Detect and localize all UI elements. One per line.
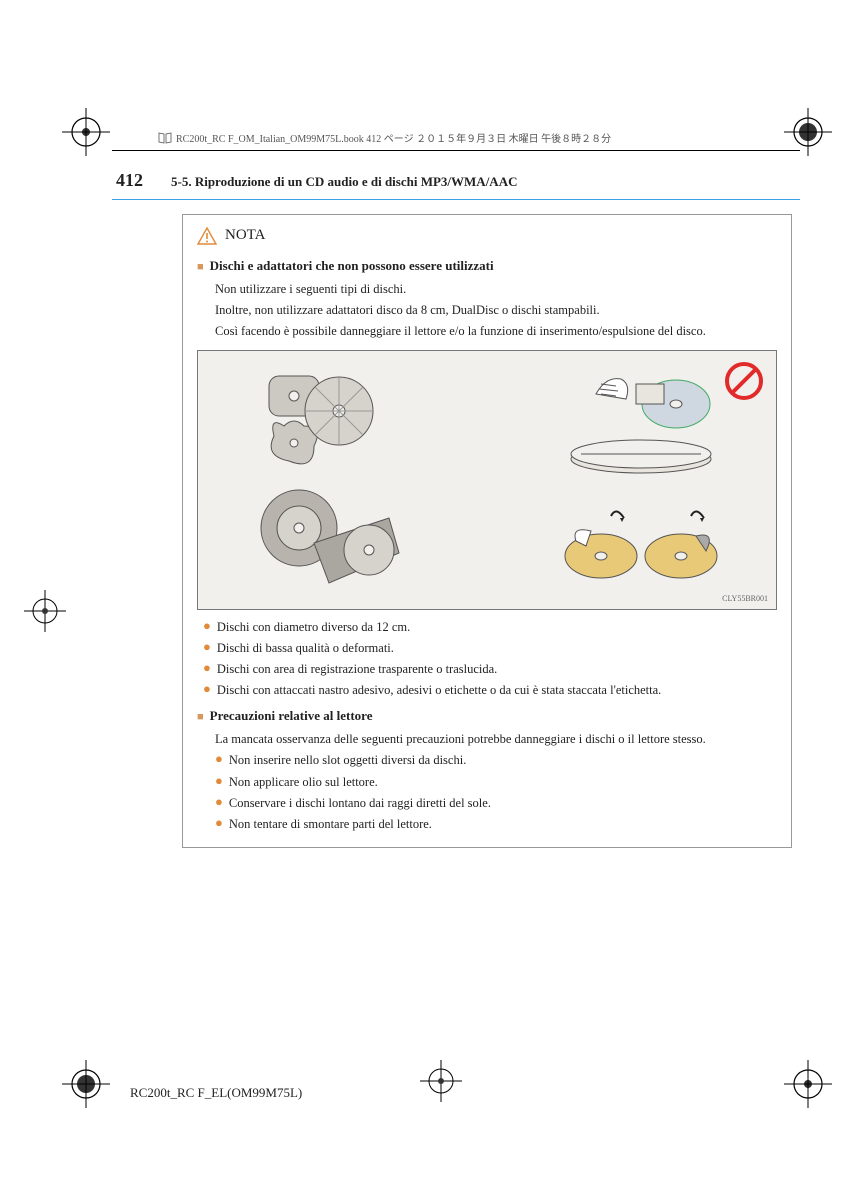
crop-mark-tr <box>784 108 832 156</box>
page-content: 412 5-5. Riproduzione di un CD audio e d… <box>112 170 800 848</box>
section-title: 5-5. Riproduzione di un CD audio e di di… <box>171 174 517 190</box>
bullet-icon: ● <box>215 773 223 791</box>
page-number: 412 <box>116 170 143 191</box>
bullet-1-2: ● Dischi di bassa qualità o deformati. <box>203 639 777 657</box>
header-text: RC200t_RC F_OM_Italian_OM99M75L.book 412… <box>176 130 611 145</box>
subhead-1-text: Dischi e adattatori che non possono esse… <box>210 257 494 276</box>
s2-p1: La mancata osservanza delle seguenti pre… <box>215 730 777 748</box>
bullet-icon: ● <box>203 639 211 657</box>
bullet-icon: ● <box>215 794 223 812</box>
bullet-icon: ● <box>215 815 223 833</box>
odd-shape-discs-icon <box>259 371 409 471</box>
bullet-1-3: ● Dischi con area di registrazione traspa… <box>203 660 777 678</box>
nota-box: NOTA ■ Dischi e adattatori che non posso… <box>182 214 792 848</box>
peeling-label-icon <box>556 506 726 586</box>
square-bullet-icon: ■ <box>197 262 204 273</box>
crop-mark-tl <box>62 108 110 156</box>
print-header: RC200t_RC F_OM_Italian_OM99M75L.book 412… <box>158 130 611 145</box>
bullet-2-3: ● Conservare i dischi lontano dai raggi d… <box>215 794 777 812</box>
bullet-2-2: ● Non applicare olio sul lettore. <box>215 773 777 791</box>
bullet-icon: ● <box>203 681 211 699</box>
figure-column-left <box>210 363 457 597</box>
subhead-2: ■ Precauzioni relative al lettore <box>197 707 777 726</box>
bullet-1-1-text: Dischi con diametro diverso da 12 cm. <box>217 618 777 636</box>
warning-triangle-icon <box>197 227 217 245</box>
bullet-2-2-text: Non applicare olio sul lettore. <box>229 773 777 791</box>
bullet-1-4-text: Dischi con attaccati nastro adesivo, ade… <box>217 681 777 699</box>
page-header-row: 412 5-5. Riproduzione di un CD audio e d… <box>112 170 800 197</box>
disc-adapters-icon <box>259 488 409 588</box>
nota-header: NOTA <box>197 225 777 247</box>
crop-mark-mb <box>420 1060 462 1102</box>
bullet-2-3-text: Conservare i dischi lontano dai raggi di… <box>229 794 777 812</box>
crop-mark-br <box>784 1060 832 1108</box>
s1-p2: Inoltre, non utilizzare adattatori disco… <box>215 301 777 319</box>
book-icon <box>158 132 172 144</box>
crop-mark-bl <box>62 1060 110 1108</box>
bullet-icon: ● <box>203 660 211 678</box>
bullet-1-1: ● Dischi con diametro diverso da 12 cm. <box>203 618 777 636</box>
prohibit-icon <box>724 361 764 401</box>
bullet-1-3-text: Dischi con area di registrazione traspar… <box>217 660 777 678</box>
labeled-disc-icon <box>556 374 726 484</box>
figure-unsupported-discs: CLY55BR001 <box>197 350 777 610</box>
bullet-2-1: ● Non inserire nello slot oggetti diversi… <box>215 751 777 769</box>
blue-rule <box>112 199 800 200</box>
subhead-1: ■ Dischi e adattatori che non possono es… <box>197 257 777 276</box>
s1-p3: Così facendo è possibile danneggiare il … <box>215 322 777 340</box>
crop-mark-ml <box>24 590 66 632</box>
bullet-2-4: ● Non tentare di smontare parti del letto… <box>215 815 777 833</box>
figure-code: CLY55BR001 <box>722 593 768 605</box>
bullet-2-1-text: Non inserire nello slot oggetti diversi … <box>229 751 777 769</box>
s1-p1: Non utilizzare i seguenti tipi di dischi… <box>215 280 777 298</box>
footer-text: RC200t_RC F_EL(OM99M75L) <box>130 1085 302 1101</box>
bullet-1-4: ● Dischi con attaccati nastro adesivo, ad… <box>203 681 777 699</box>
top-rule <box>112 150 800 151</box>
nota-label: NOTA <box>225 225 265 247</box>
subhead-2-text: Precauzioni relative al lettore <box>210 707 373 726</box>
bullet-icon: ● <box>203 618 211 636</box>
square-bullet-icon: ■ <box>197 712 204 723</box>
bullet-2-4-text: Non tentare di smontare parti del lettor… <box>229 815 777 833</box>
bullet-1-2-text: Dischi di bassa qualità o deformati. <box>217 639 777 657</box>
bullet-icon: ● <box>215 751 223 769</box>
